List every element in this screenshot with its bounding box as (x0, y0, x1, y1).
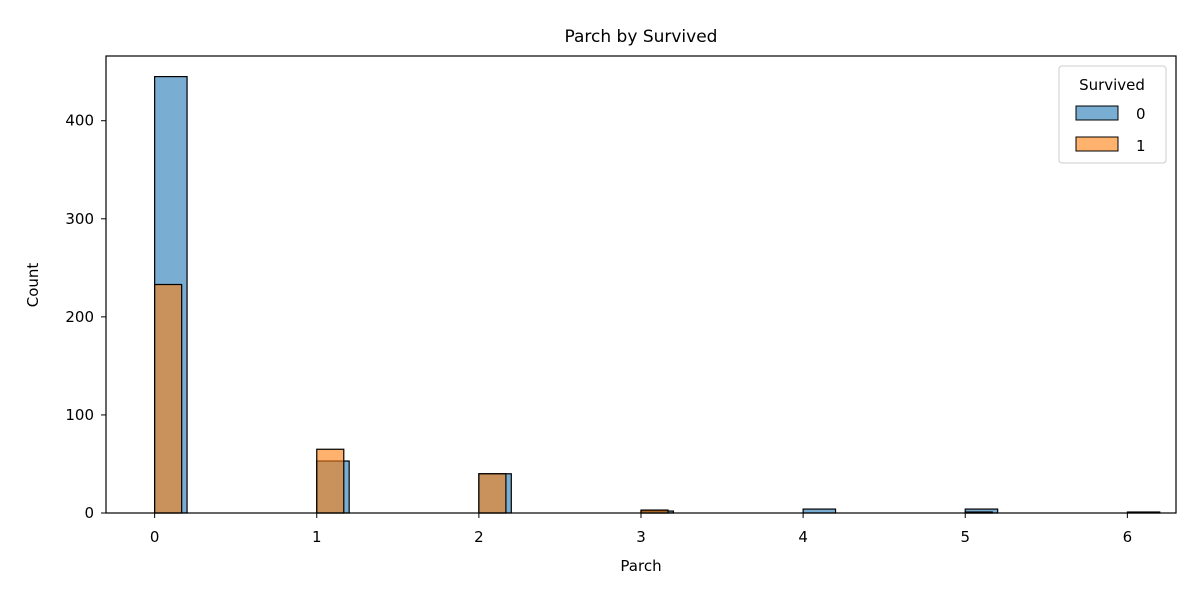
legend-label-1: 1 (1136, 137, 1146, 155)
x-axis-label: Parch (620, 557, 661, 575)
x-tick-label: 4 (798, 528, 808, 546)
legend-swatch-0 (1075, 105, 1119, 121)
y-tick-label: 200 (65, 308, 94, 326)
legend-label-0: 0 (1136, 105, 1146, 123)
bar-series-1-bin-1 (316, 448, 345, 514)
bars-layer (154, 75, 1161, 514)
y-tick-label: 400 (65, 112, 94, 130)
bar-series-1-bin-2 (478, 473, 507, 514)
x-tick-label: 1 (312, 528, 322, 546)
y-axis-ticks: 0 100 200 300 400 (65, 112, 106, 522)
y-tick-label: 100 (65, 406, 94, 424)
x-axis-ticks: 0 1 2 3 4 5 6 (150, 513, 1132, 546)
y-tick-label: 0 (84, 504, 94, 522)
x-tick-label: 5 (960, 528, 970, 546)
x-tick-label: 2 (474, 528, 484, 546)
legend-title: Survived (1079, 76, 1145, 94)
x-tick-label: 3 (636, 528, 646, 546)
y-tick-label: 300 (65, 210, 94, 228)
y-axis-label: Count (24, 263, 42, 308)
legend-swatch-1 (1075, 136, 1119, 152)
x-tick-label: 6 (1123, 528, 1133, 546)
x-tick-label: 0 (150, 528, 160, 546)
legend: Survived 0 1 (1058, 65, 1167, 164)
bar-series-1-bin-0 (154, 283, 183, 514)
chart-title: Parch by Survived (565, 27, 718, 47)
plot-frame (105, 55, 1177, 514)
